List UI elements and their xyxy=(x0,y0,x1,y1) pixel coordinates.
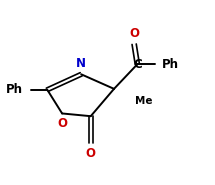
Text: Ph: Ph xyxy=(162,58,179,71)
Text: C: C xyxy=(133,58,142,71)
Text: N: N xyxy=(76,57,86,70)
Text: O: O xyxy=(86,147,96,160)
Text: Ph: Ph xyxy=(6,83,23,96)
Text: Me: Me xyxy=(135,96,153,106)
Text: O: O xyxy=(57,117,67,130)
Text: O: O xyxy=(129,27,139,40)
